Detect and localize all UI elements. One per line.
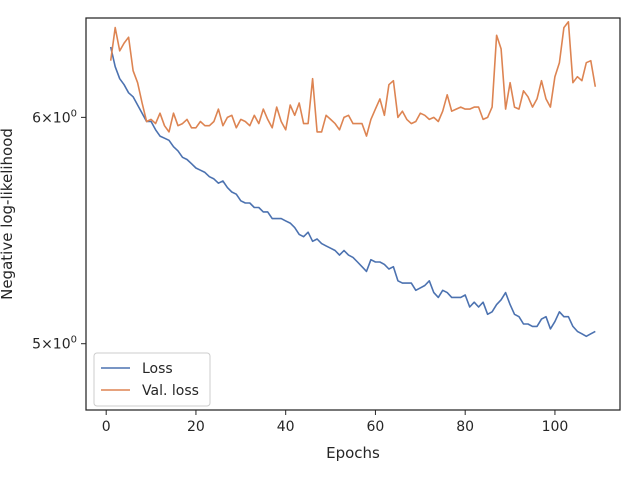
legend-box bbox=[93, 352, 211, 407]
x-tick-label: 80 bbox=[456, 419, 474, 435]
y-tick-label: 6×100 bbox=[32, 108, 77, 126]
x-tick-label: 20 bbox=[187, 419, 205, 435]
legend: Loss Val. loss bbox=[93, 352, 211, 407]
series-line-loss bbox=[109, 46, 596, 338]
legend-label-val-loss: Val. loss bbox=[142, 383, 199, 399]
x-axis-label: Epochs bbox=[326, 444, 380, 462]
plot-area bbox=[85, 17, 621, 411]
legend-label-loss: Loss bbox=[142, 361, 173, 377]
x-tick-label: 40 bbox=[277, 419, 295, 435]
y-axis-label: Negative log-likelihood bbox=[0, 128, 16, 300]
x-tick-label: 100 bbox=[542, 419, 569, 435]
series-line-val-loss bbox=[109, 20, 597, 137]
x-tick-label: 60 bbox=[367, 419, 385, 435]
y-tick-label: 5×100 bbox=[32, 335, 77, 353]
x-tick-label: 0 bbox=[102, 419, 111, 435]
